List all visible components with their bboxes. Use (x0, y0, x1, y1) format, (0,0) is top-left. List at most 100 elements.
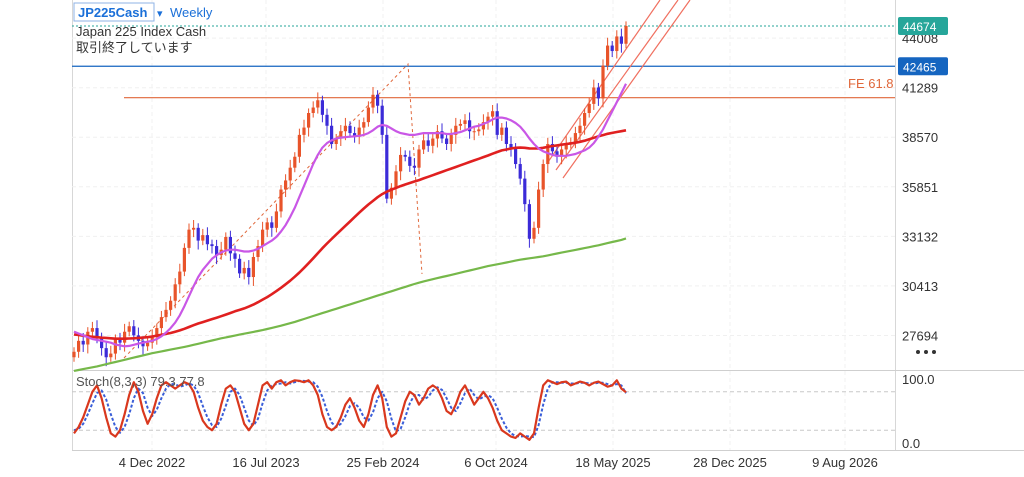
candle-body (371, 94, 375, 108)
candle-body (509, 143, 513, 148)
candle-body (224, 236, 228, 250)
candle-body (265, 222, 269, 230)
candle-body (339, 131, 343, 139)
candle-body (550, 143, 554, 152)
y-tick-label: 27694 (902, 328, 938, 343)
candle-body (394, 171, 398, 188)
candle-body (182, 247, 186, 272)
candle-body (178, 271, 182, 285)
candle-body (408, 156, 412, 166)
candle-body (343, 125, 347, 132)
candle-body (205, 235, 209, 245)
candle-body (334, 138, 338, 144)
candle-body (316, 100, 320, 108)
candle-body (445, 138, 449, 144)
candle-body (228, 236, 232, 254)
last-price-badge-box (898, 16, 948, 35)
x-tick-label: 6 Oct 2024 (464, 455, 528, 470)
candle-body (210, 244, 214, 247)
candle-body (330, 125, 334, 144)
candle-body (380, 105, 384, 135)
candle-body (261, 229, 265, 247)
candle-body (610, 45, 614, 52)
channel-line-lower (562, 0, 691, 179)
symbol-box[interactable] (73, 2, 155, 22)
candle-body (399, 154, 403, 172)
candle-body (458, 123, 462, 126)
more-horizontal-icon[interactable] (916, 350, 936, 354)
candle-body (376, 94, 380, 106)
y-tick-label: 30413 (902, 279, 938, 294)
candle-body (104, 348, 108, 358)
candle-body (270, 222, 274, 228)
candle-body (555, 151, 559, 157)
market-status: 取引終了しています (76, 40, 193, 55)
candle-body (251, 256, 255, 278)
candle-body (196, 227, 200, 241)
candle-body (109, 353, 113, 358)
candle-body (256, 246, 260, 257)
candle-body (468, 120, 472, 132)
symbol-label[interactable]: JP225Cash (78, 5, 147, 20)
candle-body (366, 107, 370, 123)
candle-body (573, 133, 577, 143)
candle-body (100, 337, 104, 349)
interval-label[interactable]: Weekly (170, 5, 213, 20)
candle-body (146, 342, 150, 347)
stoch-d-line (73, 379, 627, 439)
candle-body (123, 331, 127, 343)
candle-body (587, 103, 591, 114)
x-tick-label: 4 Dec 2022 (119, 455, 186, 470)
candle-body (187, 229, 191, 248)
y-tick-label: 41289 (902, 81, 938, 96)
candle-body (279, 189, 283, 212)
candle-body (440, 131, 444, 139)
candle-body (284, 180, 288, 190)
candle-body (132, 326, 136, 336)
level-price-badge: 42465 (898, 57, 948, 76)
level-price-badge-box (898, 57, 948, 76)
level-price-text: 42465 (903, 60, 937, 74)
candle-body (215, 246, 219, 256)
candle-body (422, 140, 426, 150)
candle-body (90, 328, 94, 332)
candle-body (491, 111, 495, 117)
y-tick-label: 35851 (902, 180, 938, 195)
candle-body (583, 113, 587, 126)
candle-body (389, 187, 393, 199)
candle-body (619, 36, 623, 44)
candle-body (477, 129, 481, 132)
candle-body (81, 340, 85, 345)
stoch-k-line (73, 379, 627, 441)
chevron-down-icon[interactable]: ▾ (157, 8, 163, 20)
candle-body (500, 127, 504, 135)
grid (72, 0, 895, 450)
candle-body (288, 167, 292, 181)
candle-body (307, 113, 311, 128)
stoch-tick-label: 0.0 (902, 436, 920, 451)
candle-body (274, 211, 278, 228)
x-tick-label: 16 Jul 2023 (232, 455, 299, 470)
candle-body (454, 125, 458, 135)
candle-body (192, 227, 196, 230)
x-tick-label: 18 May 2025 (575, 455, 650, 470)
candle-body (403, 154, 407, 157)
candle-body (118, 339, 122, 343)
candle-body (169, 300, 173, 310)
price-axis[interactable]: 27694304133313235851385704128944008100.0… (902, 31, 938, 451)
candle-body (426, 140, 430, 146)
candle-body (72, 351, 76, 358)
candle-body (238, 258, 242, 274)
fib-projection-lines (123, 62, 423, 359)
overlays (72, 0, 895, 359)
candle-body (564, 143, 568, 150)
candle-body (385, 134, 389, 199)
time-axis[interactable]: 4 Dec 2022 16 Jul 2023 25 Feb 2024 6 Oct 20… (119, 455, 878, 470)
candle-body (532, 227, 536, 239)
candle-body (164, 309, 168, 318)
candle-body (357, 127, 361, 137)
candle-body (560, 149, 564, 157)
candle-body (449, 134, 453, 144)
